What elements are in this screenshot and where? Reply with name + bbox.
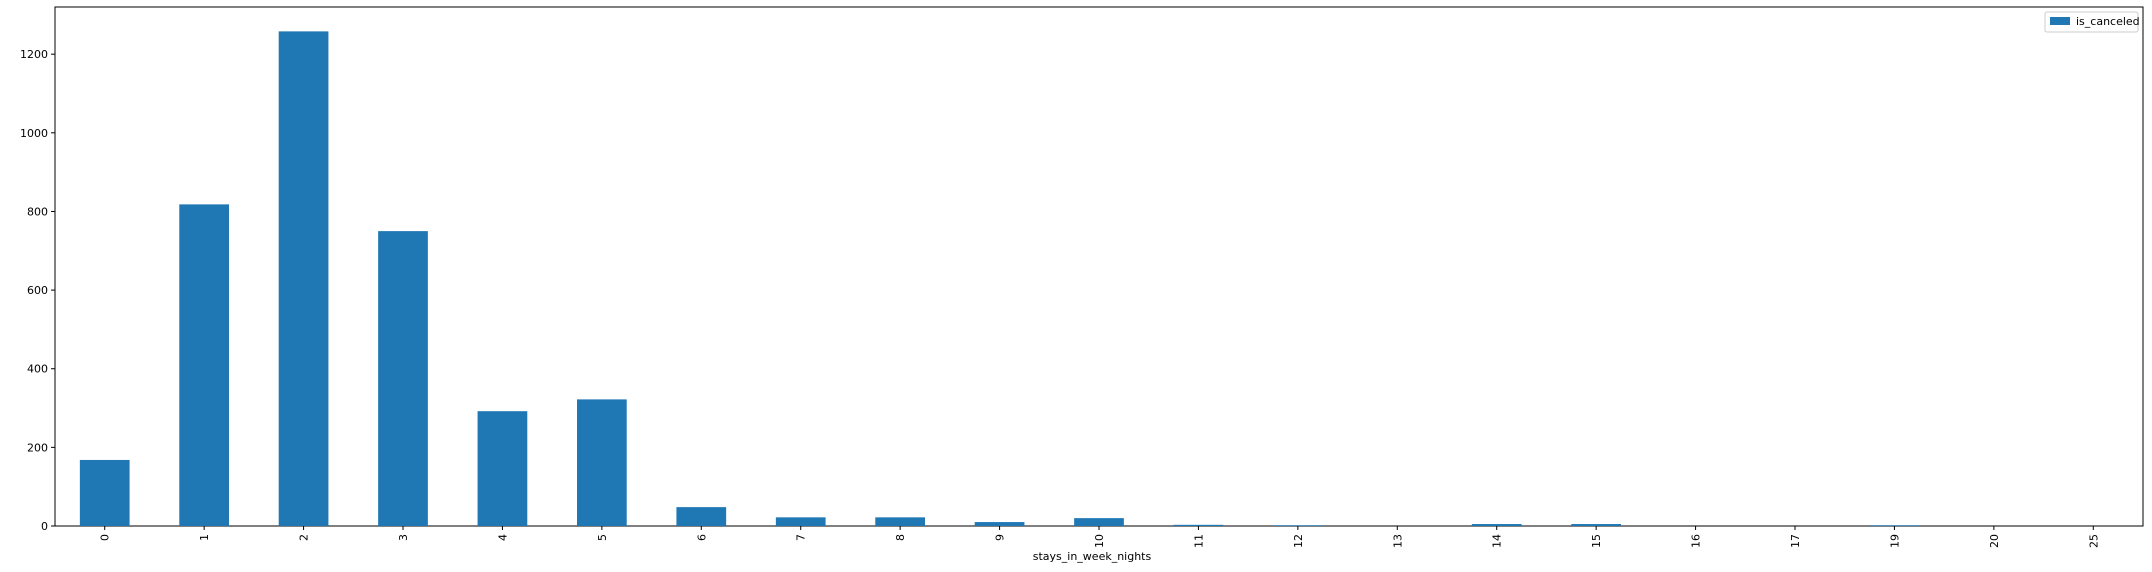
x-tick-label: 10 (1093, 534, 1106, 548)
y-tick-label: 800 (27, 205, 48, 218)
bar-series (79, 31, 1920, 527)
x-tick-label: 3 (397, 534, 410, 541)
x-tick-label: 0 (99, 534, 112, 541)
bar (1471, 524, 1522, 526)
x-tick-label: 4 (496, 534, 509, 541)
x-tick-label: 19 (1888, 534, 1901, 548)
x-tick-label: 11 (1192, 534, 1205, 548)
bar (179, 204, 229, 527)
bar (577, 399, 627, 526)
bar (1869, 525, 1920, 526)
x-tick-label: 20 (1988, 534, 2001, 548)
plot-area-frame (54, 6, 2144, 527)
y-tick-label: 200 (27, 441, 48, 454)
y-axis: 0 200 400 600 800 1000 1200 (20, 48, 55, 533)
bar (1074, 518, 1124, 526)
y-tick-label: 0 (41, 520, 48, 533)
bar (974, 522, 1025, 526)
x-tick-label: 13 (1391, 534, 1404, 548)
x-tick-label: 1 (198, 534, 211, 541)
bar (875, 517, 925, 526)
y-tick-label: 1000 (20, 127, 48, 140)
x-tick-label: 12 (1292, 534, 1305, 548)
bar (278, 31, 329, 527)
y-tick-label: 400 (27, 363, 48, 376)
bar (79, 459, 130, 526)
x-tick-label: 2 (298, 534, 311, 541)
x-axis: 0 1 2 3 4 5 6 7 8 9 10 11 12 13 14 15 16 17 19 20 25 (99, 526, 2100, 548)
y-tick-label: 600 (27, 284, 48, 297)
bar (1173, 524, 1224, 526)
x-tick-label: 17 (1789, 534, 1802, 548)
x-tick-label: 6 (695, 534, 708, 541)
x-tick-label: 16 (1690, 534, 1703, 548)
x-axis-label: stays_in_week_nights (1033, 550, 1152, 563)
bar (1273, 525, 1323, 526)
x-tick-label: 15 (1590, 534, 1603, 548)
legend-swatch (2050, 17, 2070, 25)
x-tick-label: 9 (994, 534, 1007, 541)
x-tick-label: 7 (795, 534, 808, 541)
bar (775, 517, 826, 526)
x-tick-label: 14 (1491, 534, 1504, 548)
x-tick-label: 5 (596, 534, 609, 541)
bar (477, 411, 528, 526)
bar (676, 507, 727, 526)
bar (378, 231, 428, 526)
legend-label: is_canceled (2076, 15, 2140, 28)
legend: is_canceled (2044, 11, 2140, 33)
bar (1571, 524, 1621, 526)
x-tick-label: 8 (894, 534, 907, 541)
x-tick-label: 25 (2087, 534, 2100, 548)
y-tick-label: 1200 (20, 48, 48, 61)
